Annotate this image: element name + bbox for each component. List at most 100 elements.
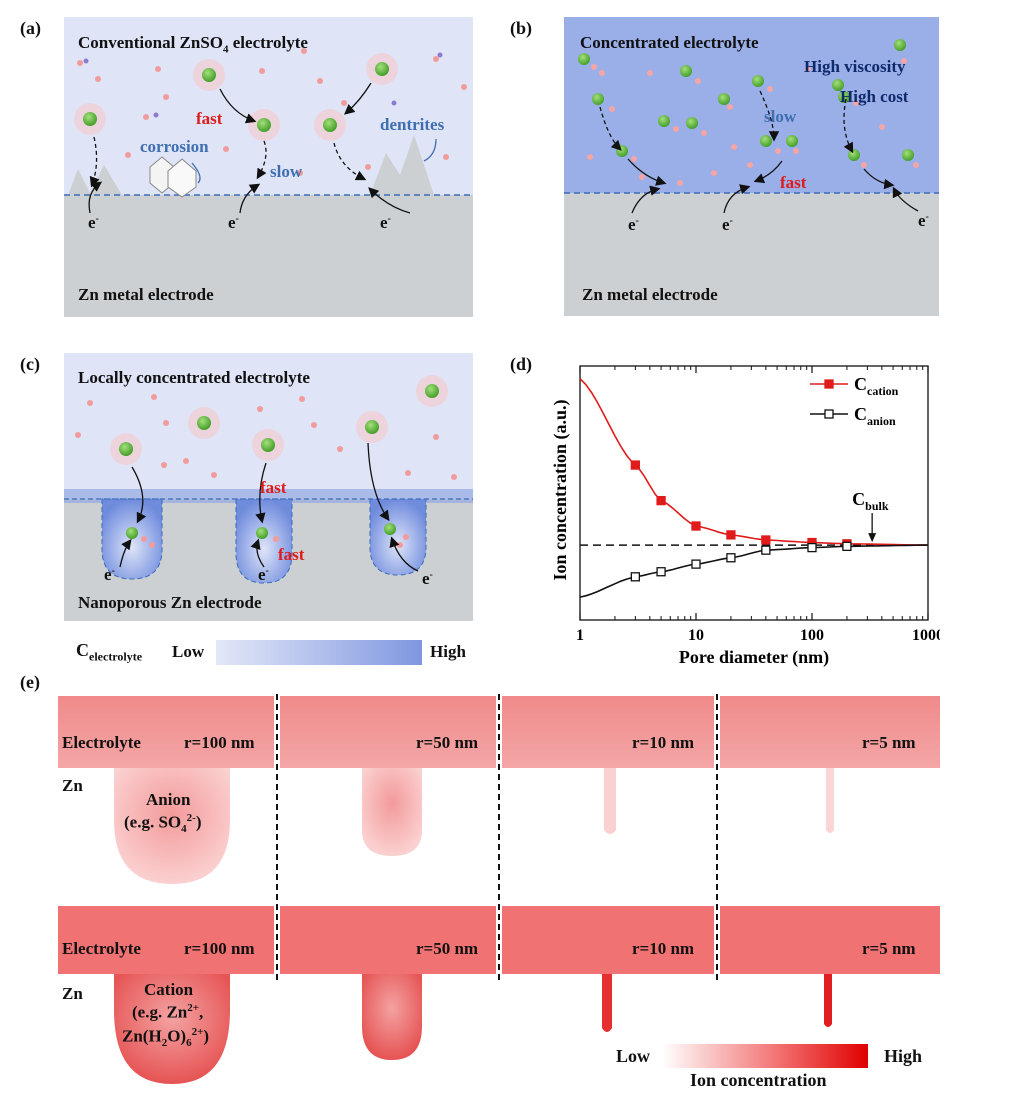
- e-legend-low: Low: [616, 1046, 651, 1066]
- electron-arrow: [250, 538, 265, 568]
- pore: [369, 498, 427, 576]
- cation-pore-5: [824, 974, 832, 1027]
- electron-label: e-: [722, 215, 733, 234]
- anion-label: Anion: [146, 790, 191, 809]
- panel-a-title: Conventional ZnSO4 electrolyte: [78, 33, 308, 56]
- electron-arrow: [892, 186, 919, 212]
- pore: [235, 498, 293, 584]
- radius-label: r=100 nm: [184, 733, 255, 752]
- legend-label-sub: anion: [867, 414, 896, 428]
- bulk-arrowhead: [868, 533, 877, 543]
- solvated-zn-ion: [356, 411, 388, 443]
- electron-label: e-: [918, 211, 929, 230]
- bulk-label: Cbulk: [852, 489, 889, 513]
- dentrites-label: dentrites: [380, 115, 445, 134]
- legend-label-main: C: [854, 374, 867, 394]
- legend-marker-cation: [824, 379, 834, 389]
- electrode-label: Zn metal electrode: [78, 285, 214, 304]
- electrolyte-label-cation: Electrolyte: [62, 939, 141, 958]
- zn-ion-in-pore: [126, 523, 396, 539]
- panel-b: Concentrated electrolyte High viscosity …: [564, 17, 939, 316]
- data-point-anion: [691, 559, 701, 569]
- electron-label: e-: [380, 213, 391, 232]
- panel-label-b: (b): [510, 18, 532, 38]
- plot-frame: [579, 365, 929, 621]
- fast-label: fast: [278, 545, 305, 564]
- electron-arrow: [88, 181, 103, 214]
- x-tick-label: 10: [688, 627, 704, 644]
- legend-label-anion: Canion: [854, 404, 896, 428]
- panel-e-illustration: [58, 690, 940, 1084]
- corrosion-label: corrosion: [140, 137, 209, 156]
- data-point-anion: [726, 553, 736, 563]
- arrow-solid: [344, 82, 372, 115]
- electron-label: e-: [228, 213, 239, 232]
- zn-label-anion: Zn: [62, 776, 83, 795]
- anion-dots: [75, 394, 457, 548]
- anion-pore-100: [114, 768, 230, 884]
- data-point-cation: [630, 460, 640, 470]
- cation-label: Cation: [144, 980, 194, 999]
- arrow-solid: [367, 442, 390, 522]
- radius-label: r=50 nm: [416, 733, 479, 752]
- fast-label: fast: [260, 478, 287, 497]
- arrow-solid: [131, 466, 147, 524]
- electron-arrow: [119, 538, 132, 568]
- e-legend-high: High: [884, 1046, 923, 1066]
- legend-label-cation: Ccation: [854, 374, 899, 398]
- panel-label-e: (e): [20, 672, 40, 692]
- legend-label-main: C: [854, 404, 867, 424]
- x-tick-label: 100: [800, 627, 824, 644]
- radius-label: r=50 nm: [416, 939, 479, 958]
- electron-arrow: [389, 536, 419, 572]
- sulfate-dots: [83, 52, 443, 118]
- c-legend-low: Low: [172, 642, 205, 661]
- high-cost-label: High cost: [840, 87, 909, 106]
- e-legend-gradient: [662, 1044, 868, 1068]
- radius-label: r=10 nm: [632, 939, 695, 958]
- electron-arrow: [368, 187, 411, 214]
- corrosion-pointer: [191, 162, 201, 184]
- arrow-solid: [753, 160, 783, 184]
- panel-a-illustration: [64, 17, 473, 317]
- c-legend-high: High: [430, 642, 466, 661]
- electron-label: e-: [422, 569, 433, 588]
- panel-label-c: (c): [20, 354, 40, 374]
- arrow-solid: [627, 158, 667, 186]
- high-viscosity-label: High viscosity: [804, 57, 906, 76]
- x-axis-label: Pore diameter (nm): [679, 647, 829, 668]
- arrow-solid: [219, 88, 257, 124]
- electron-arrow: [723, 184, 751, 214]
- fast-label: fast: [196, 109, 223, 128]
- solvated-zn-ion: [188, 407, 220, 439]
- cation-pore-100: [114, 974, 230, 1084]
- arrow-solid: [255, 462, 267, 524]
- anion-example: (e.g. SO42-): [124, 812, 202, 836]
- arrow-dashed: [843, 98, 854, 154]
- data-point-anion: [761, 545, 771, 555]
- cation-example-2: Zn(H2O)62+): [122, 1026, 210, 1050]
- data-point-cation: [726, 530, 736, 540]
- dentrite-pointer: [423, 138, 437, 162]
- dendrite-left: [68, 165, 122, 195]
- zn-ions: [578, 39, 914, 161]
- fast-label: fast: [780, 173, 807, 192]
- solvated-zn-ion: [252, 429, 284, 461]
- legend-label-sub: cation: [867, 384, 899, 398]
- solvated-zn-ion: [416, 375, 448, 407]
- corrosion-hexagon: [167, 158, 197, 198]
- arrow-dashed: [89, 136, 100, 188]
- c-legend-gradient: [216, 640, 422, 665]
- anion-pore-5: [826, 768, 834, 833]
- arrow-dashed: [759, 90, 780, 142]
- data-point-cation: [761, 535, 771, 545]
- x-tick-label: 1: [576, 627, 584, 644]
- series-line-anion: [579, 544, 928, 598]
- data-point-anion: [807, 542, 817, 553]
- zn-electrode-b: [564, 193, 939, 316]
- solvated-zn-ion: [110, 433, 142, 465]
- panel-c-title: Locally concentrated electrolyte: [78, 368, 310, 387]
- radius-label: r=5 nm: [862, 939, 916, 958]
- electron-arrow: [631, 185, 661, 214]
